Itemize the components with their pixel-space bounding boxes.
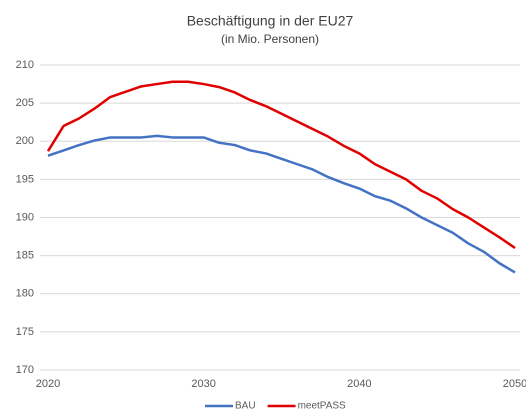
y-tick-label: 175 [16,326,34,338]
y-tick-label: 170 [16,364,34,376]
line-series [47,134,516,274]
x-tick-label: 2020 [36,378,60,390]
y-tick-label: 195 [16,173,34,185]
legend-label: BAU [235,401,256,412]
y-tick-label: 210 [16,59,34,71]
y-tick-label: 185 [16,250,34,262]
line-series [46,80,516,250]
chart-subtitle: (in Mio. Personen) [221,32,319,46]
y-tick-label: 190 [16,211,34,223]
x-tick-label: 2030 [191,378,215,390]
x-tick-label: 2050 [503,378,526,390]
y-tick-label: 180 [16,288,34,300]
legend-label: meetPASS [298,401,346,412]
y-tick-label: 205 [16,97,34,109]
chart-title: Beschäftigung in der EU27 [187,13,354,29]
x-tick-label: 2040 [347,378,371,390]
y-tick-label: 200 [16,135,34,147]
